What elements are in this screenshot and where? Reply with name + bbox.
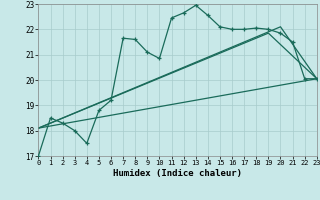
X-axis label: Humidex (Indice chaleur): Humidex (Indice chaleur) bbox=[113, 169, 242, 178]
